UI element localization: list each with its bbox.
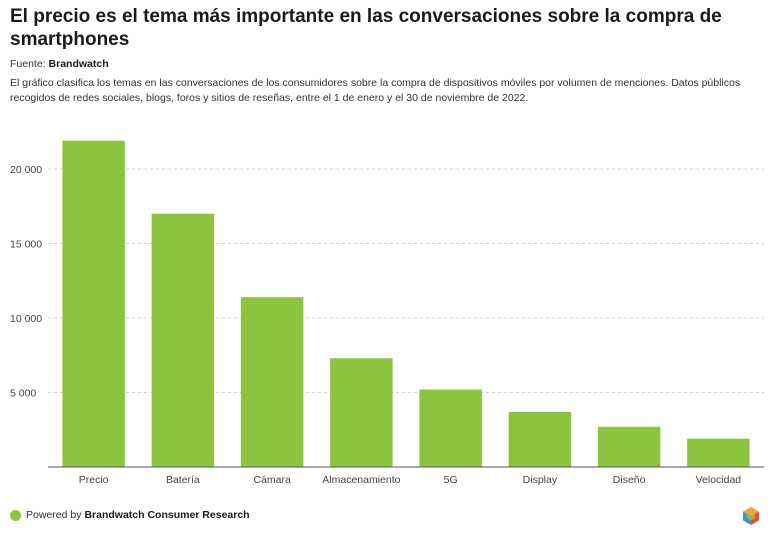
bar: [508, 411, 572, 467]
x-tick-label: Almacenamiento: [322, 474, 400, 486]
x-tick-label: Cámara: [253, 474, 291, 486]
brand-dot-icon: [10, 509, 21, 521]
bar: [62, 140, 125, 467]
x-tick-label: Diseño: [613, 474, 646, 486]
x-tick-label: Batería: [166, 474, 200, 486]
source-label: Fuente:: [10, 58, 46, 70]
powered-by-label: Powered by: [26, 509, 82, 521]
chart-title: El precio es el tema más importante en l…: [10, 6, 722, 50]
x-tick-label: Display: [523, 474, 558, 486]
y-tick-label: 10 000: [10, 313, 42, 325]
bar: [240, 297, 304, 467]
x-tick-label: Velocidad: [696, 474, 742, 486]
x-tick-label: Precio: [79, 474, 109, 486]
source-name: Brandwatch: [48, 58, 109, 70]
y-tick-label: 15 000: [10, 239, 42, 251]
source-line: Fuente: Brandwatch: [10, 58, 109, 70]
chart-description: El gráfico clasifica los temas en las co…: [10, 77, 741, 104]
bar: [687, 438, 750, 467]
powered-by-name: Brandwatch Consumer Research: [84, 509, 250, 521]
brandwatch-hexagon-logo-icon[interactable]: [741, 506, 761, 526]
bar: [151, 213, 215, 467]
bar: [419, 389, 482, 467]
powered-by-footer: Powered by Brandwatch Consumer Research: [10, 509, 250, 521]
bar-chart: 5 000 10 000 15 000 20 000 Precio Batería Cáma…: [10, 140, 764, 486]
y-tick-label: 20 000: [10, 164, 42, 176]
x-tick-label: 5G: [444, 474, 458, 486]
y-tick-label: 5 000: [10, 388, 36, 400]
bar: [330, 358, 393, 467]
bar: [597, 426, 661, 467]
